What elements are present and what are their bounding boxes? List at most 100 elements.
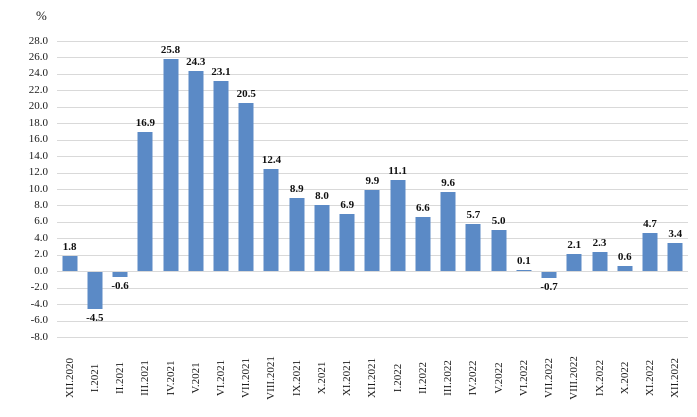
gridline: [57, 271, 688, 273]
bar-slot: 2.1: [562, 41, 587, 337]
bar-slot: 5.0: [486, 41, 511, 337]
bar: [213, 81, 229, 272]
bar-slot: 8.9: [284, 41, 309, 337]
x-tick: IX.2021: [284, 341, 309, 415]
bar-slot: 9.9: [360, 41, 385, 337]
x-tick: VI.2021: [208, 341, 233, 415]
y-tick-label: 16.0: [28, 133, 48, 146]
y-tick-label: 28.0: [28, 34, 48, 47]
plot-area: 1.8 -4.5 -0.6 16.9 25.8 24.3 23.1 20.5 12.4 8.9 8.…: [57, 41, 688, 338]
data-label: 2.3: [592, 237, 607, 250]
x-tick-label: II.2021: [114, 361, 127, 395]
bar-slot: 6.6: [410, 41, 435, 337]
x-tick-label: XI.2022: [644, 359, 656, 397]
x-tick-label: II.2022: [416, 361, 429, 395]
data-label: 8.0: [315, 190, 329, 203]
gridline: [57, 320, 688, 322]
bar-slot: 20.5: [234, 41, 259, 337]
x-tick-label: XII.2020: [63, 357, 76, 399]
bar: [566, 253, 582, 272]
y-tick-label: 8.0: [34, 198, 48, 211]
data-label: 8.9: [289, 183, 304, 196]
data-label: 0.1: [516, 255, 531, 268]
bar-slot: 6.9: [335, 41, 360, 337]
y-tick-label: 0.0: [34, 264, 48, 277]
bar: [62, 256, 78, 272]
bar-slot: -0.6: [107, 41, 132, 337]
x-tick-label: IX.2022: [593, 359, 606, 397]
bar-slot: 0.1: [511, 41, 536, 337]
x-tick: IX.2022: [587, 341, 612, 415]
bar-series: 1.8 -4.5 -0.6 16.9 25.8 24.3 23.1 20.5 12.4 8.9 8.…: [57, 41, 688, 337]
bar: [617, 266, 633, 272]
x-tick: II.2021: [107, 341, 132, 415]
data-label: 16.9: [135, 117, 155, 130]
x-tick: XII.2022: [663, 341, 688, 415]
bar-slot: 11.1: [385, 41, 410, 337]
gridline: [57, 73, 688, 75]
bar: [263, 169, 279, 272]
bar: [112, 272, 128, 278]
bar-slot: 23.1: [208, 41, 233, 337]
data-label: 6.6: [416, 201, 430, 214]
gridline: [57, 337, 688, 338]
x-tick: VIII.2021: [259, 341, 284, 415]
x-tick-label: XII.2022: [669, 357, 682, 399]
gridline: [57, 106, 688, 108]
x-tick: X.2022: [612, 341, 637, 415]
bar: [390, 179, 406, 272]
x-tick-label: VIII.2021: [265, 356, 278, 400]
gridline: [57, 123, 688, 125]
gridline: [57, 156, 688, 158]
x-tick-label: IV.2022: [467, 360, 480, 396]
bar-slot: -0.7: [536, 41, 561, 337]
x-tick: V.2022: [486, 341, 511, 415]
data-label: 24.3: [186, 56, 206, 69]
data-label: 23.1: [211, 66, 231, 79]
x-tick-label: III.2022: [442, 360, 455, 396]
bar: [289, 198, 305, 272]
bar: [516, 270, 532, 272]
x-tick: V.2021: [183, 341, 208, 415]
bar-slot: 8.0: [309, 41, 334, 337]
x-tick: XII.2020: [57, 341, 82, 415]
y-tick-label: -4.0: [30, 297, 48, 310]
y-tick-label: 12.0: [28, 166, 48, 179]
x-tick: VII.2021: [234, 341, 259, 415]
bar: [541, 272, 557, 278]
bar-slot: 0.6: [612, 41, 637, 337]
x-tick: VI.2022: [511, 341, 536, 415]
x-tick: XI.2022: [637, 341, 662, 415]
gridline: [57, 304, 688, 306]
gridline: [57, 90, 688, 92]
x-axis: XII.2020 I.2021 II.2021 III.2021 IV.2021 V.20…: [57, 341, 688, 415]
data-label: 2.1: [567, 238, 582, 251]
data-label: 0.6: [617, 251, 632, 264]
gridline: [57, 139, 688, 141]
data-label: 25.8: [160, 44, 181, 57]
x-tick: II.2022: [410, 341, 435, 415]
x-tick-label: VII.2022: [543, 357, 556, 399]
bar-slot: 5.7: [461, 41, 486, 337]
data-label: 5.7: [466, 209, 481, 222]
data-label: 3.4: [668, 228, 683, 241]
gridline: [57, 41, 688, 42]
x-tick-label: IV.2021: [164, 360, 177, 396]
x-tick-label: X.2022: [618, 361, 631, 395]
bar: [339, 214, 355, 272]
x-tick-label: VI.2021: [215, 359, 228, 397]
bar: [314, 205, 330, 272]
y-tick-label: 6.0: [34, 215, 48, 228]
y-tick-label: 10.0: [28, 182, 48, 195]
data-label: 11.1: [388, 164, 407, 177]
gridline: [57, 189, 688, 190]
gridline: [57, 287, 688, 289]
x-tick: III.2021: [133, 341, 158, 415]
bar-slot: 24.3: [183, 41, 208, 337]
bar: [642, 232, 658, 272]
x-tick-label: I.2022: [391, 363, 404, 393]
x-tick-label: I.2021: [88, 363, 101, 393]
data-label: -0.6: [111, 280, 129, 293]
bar-slot: 25.8: [158, 41, 183, 337]
